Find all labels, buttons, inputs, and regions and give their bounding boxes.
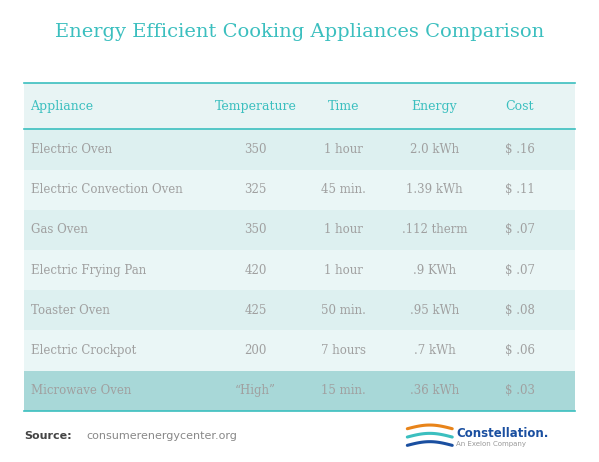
Text: 350: 350 <box>244 223 267 237</box>
Text: $ .11: $ .11 <box>505 183 535 196</box>
Text: Appliance: Appliance <box>31 100 93 113</box>
Bar <box>24 330 575 371</box>
Text: .95 kWh: .95 kWh <box>410 304 459 317</box>
Text: Source:: Source: <box>24 431 72 441</box>
Text: An Exelon Company: An Exelon Company <box>456 442 527 447</box>
Text: “High”: “High” <box>235 384 276 397</box>
Bar <box>24 170 575 210</box>
Text: $ .16: $ .16 <box>505 143 535 156</box>
Text: $ .07: $ .07 <box>505 263 535 277</box>
Text: .7 kWh: .7 kWh <box>414 344 455 357</box>
Text: 2.0 kWh: 2.0 kWh <box>410 143 459 156</box>
Text: 7 hours: 7 hours <box>321 344 366 357</box>
Bar <box>24 210 575 250</box>
Text: 15 min.: 15 min. <box>321 384 366 397</box>
Bar <box>24 290 575 330</box>
Text: $ .07: $ .07 <box>505 223 535 237</box>
Text: Energy Efficient Cooking Appliances Comparison: Energy Efficient Cooking Appliances Comp… <box>55 23 544 41</box>
Text: .112 therm: .112 therm <box>402 223 467 237</box>
Text: 425: 425 <box>244 304 267 317</box>
Text: $ .08: $ .08 <box>505 304 535 317</box>
Text: 1 hour: 1 hour <box>324 143 363 156</box>
Bar <box>24 371 575 411</box>
Bar <box>24 250 575 290</box>
Text: Electric Convection Oven: Electric Convection Oven <box>31 183 182 196</box>
Text: 50 min.: 50 min. <box>321 304 366 317</box>
Text: Constellation.: Constellation. <box>456 427 549 440</box>
Bar <box>24 129 575 170</box>
Text: Temperature: Temperature <box>214 100 297 113</box>
Text: consumerenergycenter.org: consumerenergycenter.org <box>87 431 238 441</box>
Text: 325: 325 <box>244 183 267 196</box>
Text: 200: 200 <box>244 344 267 357</box>
Text: Electric Frying Pan: Electric Frying Pan <box>31 263 146 277</box>
Text: .9 KWh: .9 KWh <box>413 263 456 277</box>
Text: 1.39 kWh: 1.39 kWh <box>406 183 463 196</box>
Text: 350: 350 <box>244 143 267 156</box>
Text: $ .03: $ .03 <box>505 384 535 397</box>
Text: 1 hour: 1 hour <box>324 263 363 277</box>
Text: Time: Time <box>328 100 359 113</box>
Text: Electric Oven: Electric Oven <box>31 143 111 156</box>
Text: .36 kWh: .36 kWh <box>410 384 459 397</box>
Text: 420: 420 <box>244 263 267 277</box>
Text: Cost: Cost <box>506 100 534 113</box>
Text: Gas Oven: Gas Oven <box>31 223 87 237</box>
Text: 45 min.: 45 min. <box>321 183 366 196</box>
Text: Electric Crockpot: Electric Crockpot <box>31 344 136 357</box>
Text: Microwave Oven: Microwave Oven <box>31 384 131 397</box>
Text: Toaster Oven: Toaster Oven <box>31 304 110 317</box>
Text: 1 hour: 1 hour <box>324 223 363 237</box>
Text: Energy: Energy <box>412 100 458 113</box>
Text: $ .06: $ .06 <box>505 344 535 357</box>
